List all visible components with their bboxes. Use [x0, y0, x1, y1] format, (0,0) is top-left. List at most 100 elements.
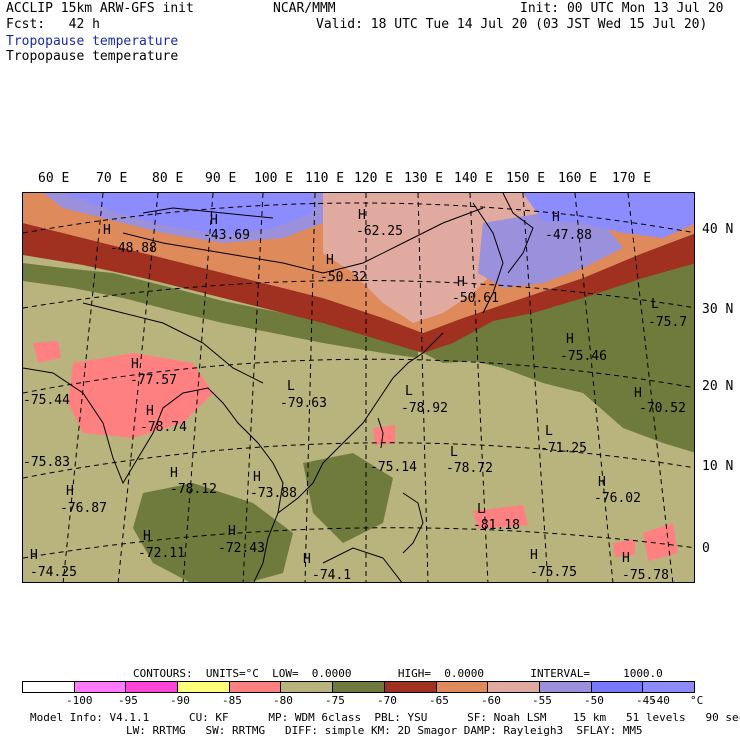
- high-marker: H: [131, 357, 139, 372]
- legend-tick: -80: [273, 694, 293, 707]
- extremum-value: -79.63: [280, 396, 327, 411]
- extremum-value: -81.18: [473, 518, 520, 533]
- legend-unit: °C: [690, 694, 704, 707]
- high-marker: H: [228, 524, 236, 539]
- institution: NCAR/MMM: [273, 1, 336, 16]
- extremum-value: -62.25: [356, 224, 403, 239]
- high-marker: H: [530, 548, 538, 563]
- extremum-value: -72.43: [218, 541, 265, 556]
- lat-label: 40 N: [702, 222, 734, 237]
- low-marker: L: [477, 502, 485, 517]
- extremum-value: -75.7: [648, 315, 688, 330]
- high-marker: H: [146, 404, 154, 419]
- lat-label: 10 N: [702, 459, 734, 474]
- forecast-hour: Fcst: 42 h: [6, 17, 100, 32]
- lon-label: 80 E: [152, 171, 184, 186]
- shade-minus70: [423, 263, 694, 453]
- legend-tick: -65: [429, 694, 449, 707]
- legend-swatch: [488, 682, 540, 692]
- shade-minus70-sea: [133, 483, 293, 582]
- high-marker: H: [358, 208, 366, 223]
- legend-tick: -70: [377, 694, 397, 707]
- high-marker: H: [30, 548, 38, 563]
- high-marker: H: [66, 484, 74, 499]
- model-info-line2: LW: RRTMG SW: RRTMG DIFF: simple KM: 2D …: [126, 724, 643, 737]
- extremum-value: -75.46: [560, 349, 607, 364]
- extremum-value: -47.88: [545, 228, 592, 243]
- extremum-value: -48.88: [110, 241, 157, 256]
- high-marker: H: [552, 210, 560, 225]
- legend-swatch: [23, 682, 75, 692]
- low-marker: L: [450, 445, 458, 460]
- extremum-value: -75.83: [23, 455, 70, 470]
- field-title-primary: Tropopause temperature: [6, 34, 179, 49]
- shade-minus80-india: [68, 353, 213, 438]
- legend-tick: -90: [170, 694, 190, 707]
- extremum-value: -75.78: [622, 568, 669, 583]
- shade-minus50-east: [478, 213, 623, 288]
- shade-minus80-east2: [613, 539, 635, 557]
- model-info-line1: Model Info: V4.1.1 CU: KF MP: WDM 6class…: [30, 711, 740, 724]
- lon-label: 170 E: [612, 171, 652, 186]
- shade-minus45: [63, 193, 313, 235]
- shade-minus80-small: [33, 341, 61, 363]
- legend-tick: -40: [650, 694, 670, 707]
- low-marker: L: [405, 384, 413, 399]
- high-marker: H: [143, 529, 151, 544]
- low-marker: L: [545, 424, 553, 439]
- lon-label: 150 E: [506, 171, 546, 186]
- extremum-value: -78.12: [170, 482, 217, 497]
- legend-swatch: [384, 682, 437, 692]
- lon-label: 130 E: [404, 171, 444, 186]
- lon-label: 160 E: [558, 171, 598, 186]
- tropopause-temperature-map: [22, 192, 695, 583]
- legend-swatch: [126, 682, 179, 692]
- high-marker: H: [170, 466, 178, 481]
- lon-label: 90 E: [205, 171, 237, 186]
- legend-swatch: [333, 682, 385, 692]
- legend-swatch: [643, 682, 694, 692]
- extremum-value: -71.25: [540, 441, 587, 456]
- extremum-value: -73.88: [250, 486, 297, 501]
- shade-minus80-taiwan: [373, 425, 395, 445]
- extremum-value: -76.02: [594, 491, 641, 506]
- high-marker: H: [253, 470, 261, 485]
- legend-swatch: [591, 682, 644, 692]
- contours-info: CONTOURS: UNITS=°C LOW= 0.0000 HIGH= 0.0…: [133, 667, 663, 680]
- high-marker: H: [457, 275, 465, 290]
- legend-swatch: [436, 682, 489, 692]
- extremum-value: -50.32: [320, 270, 367, 285]
- extremum-value: -78.72: [446, 461, 493, 476]
- high-marker: H: [598, 475, 606, 490]
- lon-label: 140 E: [454, 171, 494, 186]
- legend-tick: -95: [118, 694, 138, 707]
- extremum-value: -75.14: [370, 460, 417, 475]
- extremum-value: -70.52: [639, 401, 686, 416]
- lon-label: 120 E: [354, 171, 394, 186]
- lon-label: 60 E: [38, 171, 70, 186]
- lon-label: 110 E: [305, 171, 345, 186]
- legend-tick: -85: [222, 694, 242, 707]
- coastlines: [23, 193, 534, 582]
- high-marker: H: [326, 253, 334, 268]
- legend-tick: -55: [532, 694, 552, 707]
- map-shading: [23, 193, 694, 582]
- model-title: ACCLIP 15km ARW-GFS init: [6, 1, 194, 16]
- init-time: Init: 00 UTC Mon 13 Jul 20: [520, 1, 724, 16]
- lon-label: 70 E: [96, 171, 128, 186]
- extremum-value: -72.11: [138, 546, 185, 561]
- legend-swatch: [229, 682, 282, 692]
- high-marker: H: [103, 223, 111, 238]
- extremum-value: -43.69: [203, 228, 250, 243]
- lat-label: 30 N: [702, 302, 734, 317]
- shade-minus70-north: [23, 263, 418, 358]
- legend-swatch: [74, 682, 127, 692]
- valid-time: Valid: 18 UTC Tue 14 Jul 20 (03 JST Wed …: [316, 17, 708, 32]
- extremum-value: -78.74: [140, 420, 187, 435]
- legend-tick: -75: [325, 694, 345, 707]
- low-marker: L: [287, 379, 295, 394]
- graticule: [23, 193, 694, 582]
- color-legend: [22, 681, 695, 693]
- extremum-value: -50.61: [452, 291, 499, 306]
- legend-swatch: [281, 682, 334, 692]
